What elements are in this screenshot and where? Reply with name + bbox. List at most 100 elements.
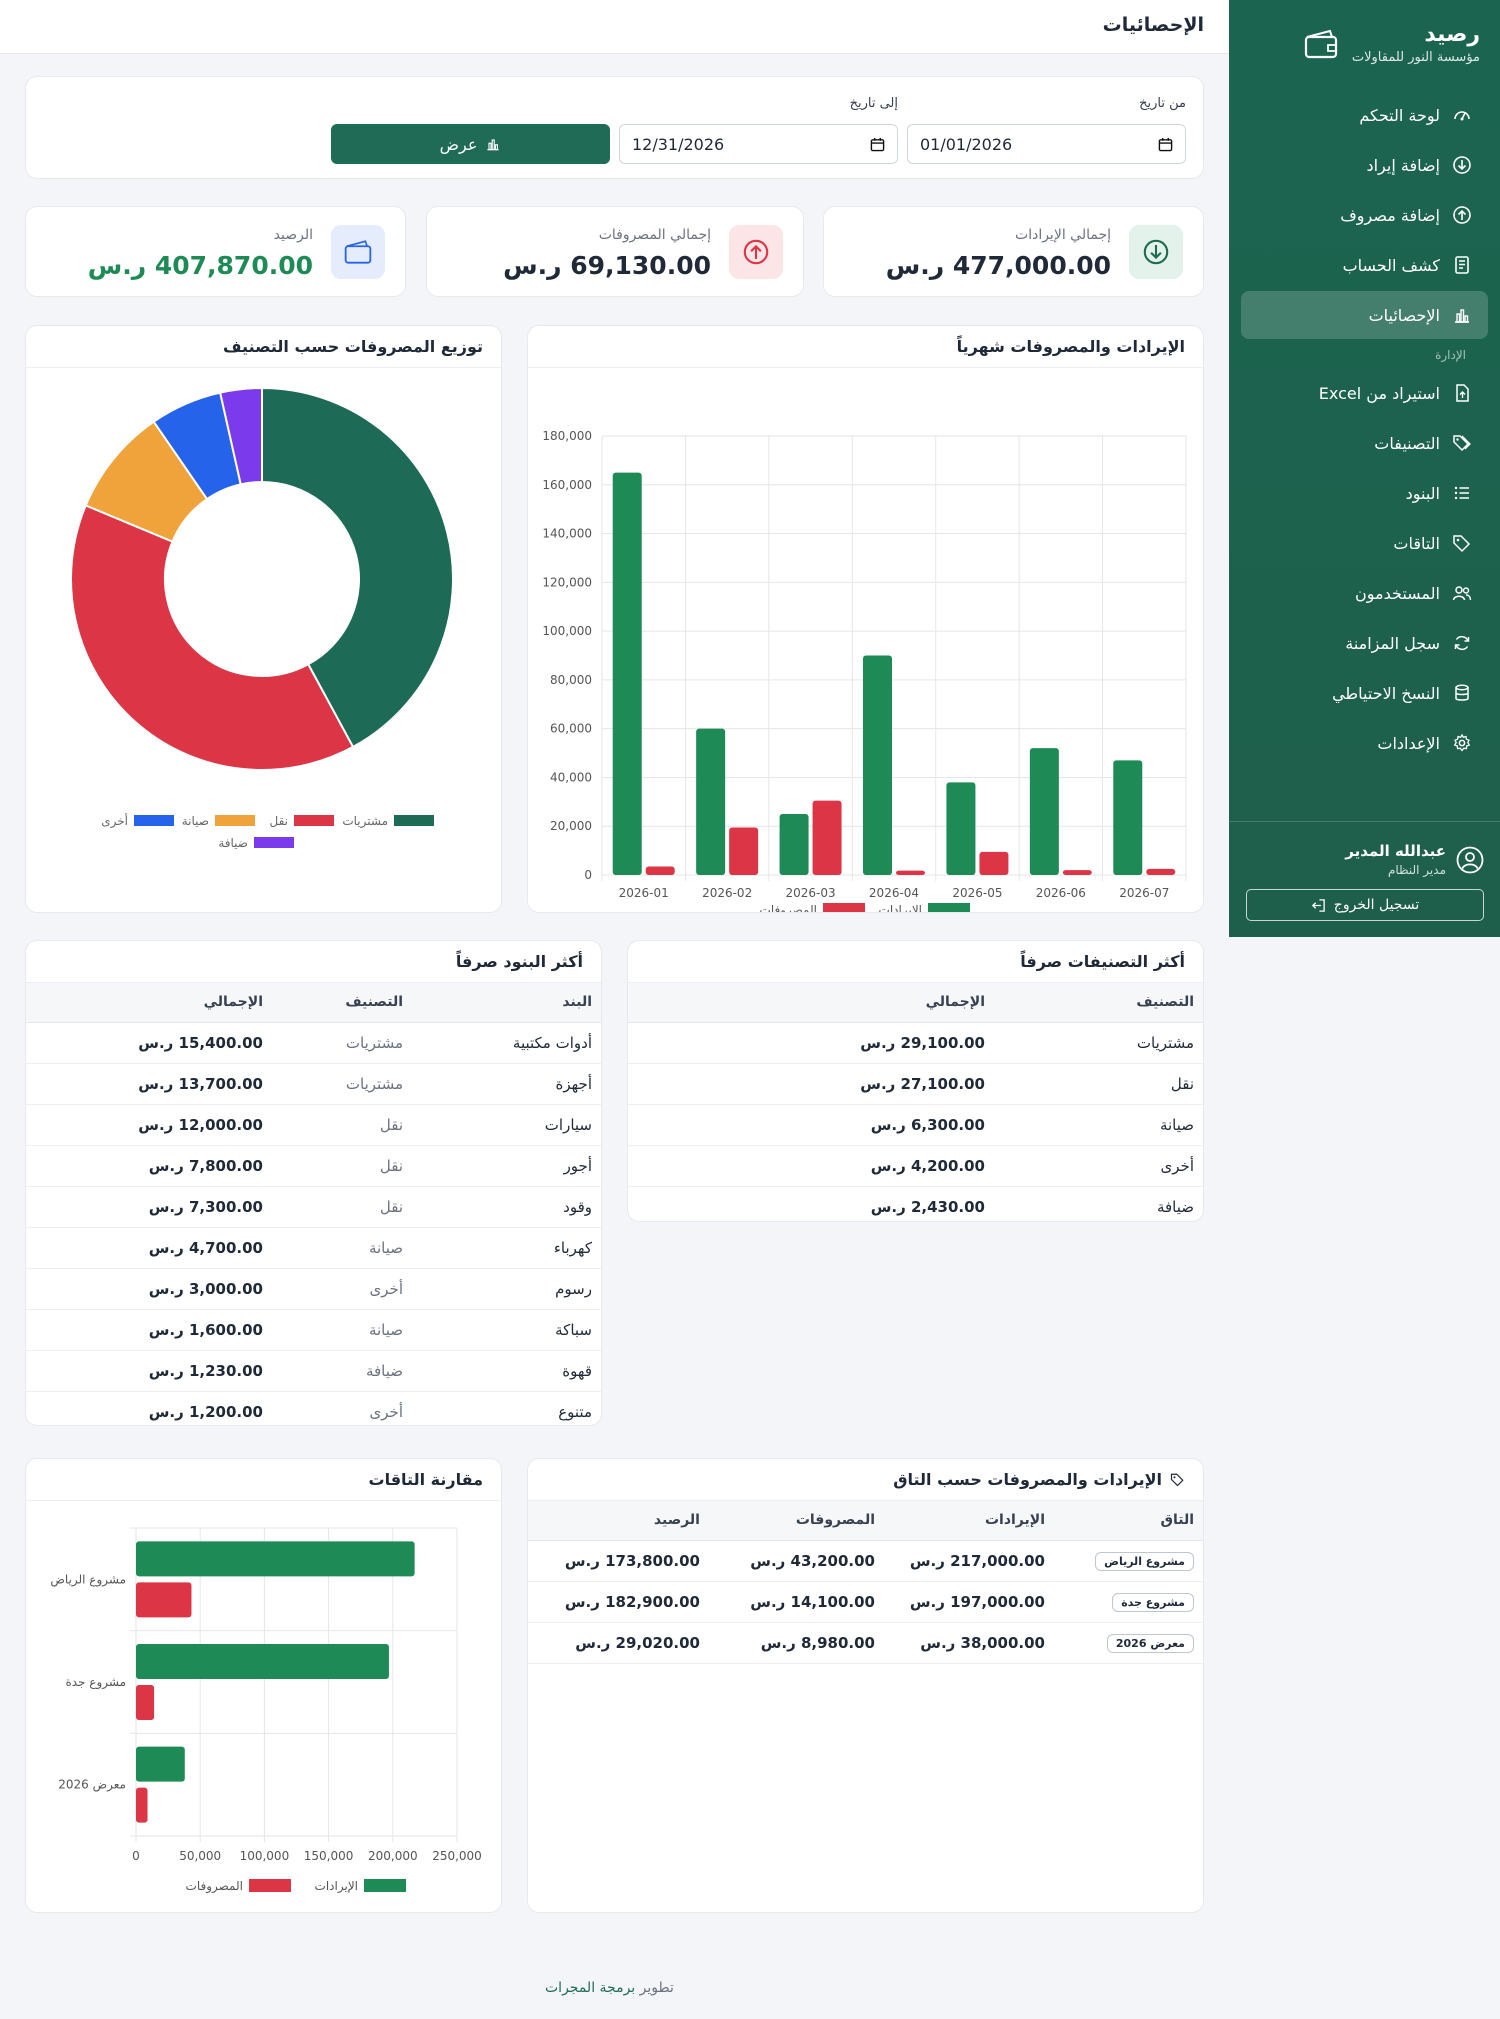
table-header-row: البند التصنيف الإجمالي	[26, 983, 601, 1023]
bar-expense	[1062, 870, 1092, 875]
tags-icon	[1453, 435, 1471, 452]
sidebar-item-tags[interactable]: التاقات	[1241, 519, 1488, 567]
sidebar-item-add-income[interactable]: إضافة إيراد	[1241, 141, 1488, 189]
tag-income-cell: 38,000.00 ر.س	[883, 1622, 1053, 1664]
from-date-input[interactable]: 01/01/2026	[907, 124, 1186, 164]
sidebar-item-sync-log[interactable]: سجل المزامنة	[1241, 619, 1488, 667]
item-total-cell: 3,000.00 ر.س	[26, 1268, 271, 1310]
item-name-cell: متنوع	[411, 1391, 601, 1425]
x-tick-label: 200,000	[368, 1849, 418, 1863]
balance-stat-icon	[331, 225, 385, 279]
y-tick-label: 120,000	[542, 575, 592, 589]
sidebar-item-categories[interactable]: التصنيفات	[1241, 419, 1488, 467]
to-date-input[interactable]: 12/31/2026	[619, 124, 898, 164]
sidebar-item-statistics[interactable]: الإحصائيات	[1241, 291, 1488, 339]
item-name-cell: سيارات	[411, 1104, 601, 1146]
item-category-cell: أخرى	[271, 1268, 411, 1310]
column-header: التصنيف	[993, 983, 1203, 1023]
category-name-cell: مشتريات	[993, 1022, 1203, 1064]
footer: تطوير برمجة المجرات	[545, 1980, 674, 1996]
column-header: الإيرادات	[883, 1501, 1053, 1541]
sidebar-item-label: التصنيفات	[1374, 433, 1440, 453]
sidebar-item-label: الإحصائيات	[1368, 305, 1440, 325]
sync-icon	[1454, 635, 1470, 651]
category-total-cell: 6,300.00 ر.س	[628, 1104, 993, 1146]
sidebar-item-settings[interactable]: الإعدادات	[1241, 719, 1488, 767]
legend-label: المصروفات	[186, 1879, 243, 1894]
x-tick-label: 2026-02	[702, 886, 752, 900]
bar-income	[779, 814, 809, 875]
sidebar-item-label: إضافة مصروف	[1340, 205, 1440, 225]
y-tick-label: مشروع الرياض	[50, 1572, 126, 1587]
table-row: كهرباء صيانة 4,700.00 ر.س	[26, 1227, 601, 1269]
legend-swatch	[394, 815, 434, 826]
balance-stat-card: الرصيد 407,870.00 ر.س	[25, 206, 406, 297]
bar-income	[1029, 748, 1059, 875]
item-total-cell: 12,000.00 ر.س	[26, 1104, 271, 1146]
x-tick-label: 2026-06	[1036, 886, 1086, 900]
category-total-cell: 27,100.00 ر.س	[628, 1063, 993, 1105]
arrow-up-circle-icon	[1453, 206, 1471, 224]
item-category-cell: نقل	[271, 1186, 411, 1228]
tag-balance-cell: 182,900.00 ر.س	[528, 1581, 708, 1623]
top-categories-body: مشتريات 29,100.00 ر.س نقل 27,100.00 ر.س صيان…	[628, 1022, 1203, 1221]
donut-slice	[70, 504, 355, 771]
to-date-label: إلى تاريخ	[849, 96, 898, 111]
table-row: أجور نقل 7,800.00 ر.س	[26, 1145, 601, 1187]
tag-expense-cell: 14,100.00 ر.س	[708, 1581, 883, 1623]
category-name-cell: صيانة	[993, 1104, 1203, 1146]
tag-expense-cell: 43,200.00 ر.س	[708, 1540, 883, 1582]
legend-label: الإيرادات	[879, 903, 922, 913]
y-tick-label: 60,000	[550, 722, 592, 736]
bar-expense	[1146, 868, 1176, 875]
item-name-cell: أدوات مكتبية	[411, 1022, 601, 1064]
x-tick-label: 2026-03	[786, 886, 836, 900]
item-total-cell: 7,300.00 ر.س	[26, 1186, 271, 1228]
sidebar-item-add-expense[interactable]: إضافة مصروف	[1241, 191, 1488, 239]
tag-balance-cell: 173,800.00 ر.س	[528, 1540, 708, 1582]
column-header: الإجمالي	[628, 983, 993, 1023]
column-header: المصروفات	[708, 1501, 883, 1541]
sidebar-item-import-excel[interactable]: استيراد من Excel	[1241, 369, 1488, 417]
column-header: البند	[411, 983, 601, 1023]
sidebar-item-statement[interactable]: كشف الحساب	[1241, 241, 1488, 289]
sidebar-item-users[interactable]: المستخدمون	[1241, 569, 1488, 617]
tag-cell: معرض 2026	[1053, 1622, 1203, 1664]
bar-income	[1113, 760, 1143, 875]
list-icon	[1454, 486, 1469, 500]
item-category-cell: نقل	[271, 1104, 411, 1146]
table-row: ضيافة 2,430.00 ر.س	[628, 1186, 1203, 1221]
category-total-cell: 29,100.00 ر.س	[628, 1022, 993, 1064]
table-row: سيارات نقل 12,000.00 ر.س	[26, 1104, 601, 1146]
calendar-icon	[1158, 137, 1173, 151]
legend-label: صيانة	[182, 814, 209, 828]
logout-button[interactable]: تسجيل الخروج	[1246, 889, 1484, 921]
wallet-icon	[344, 240, 372, 264]
item-total-cell: 15,400.00 ر.س	[26, 1022, 271, 1064]
brand-title: رصيد	[1424, 22, 1480, 47]
item-total-cell: 1,230.00 ر.س	[26, 1350, 271, 1392]
bar-income	[612, 472, 642, 875]
gear-icon	[1453, 733, 1471, 752]
item-name-cell: أجهزة	[411, 1063, 601, 1105]
sidebar-item-backup[interactable]: النسخ الاحتياطي	[1241, 669, 1488, 717]
show-button[interactable]: عرض	[331, 124, 610, 164]
x-tick-label: 0	[132, 1849, 140, 1863]
sidebar-item-items[interactable]: البنود	[1241, 469, 1488, 517]
bar-expense	[979, 851, 1009, 875]
calendar-icon	[870, 137, 885, 151]
bar-expense	[896, 870, 925, 875]
sidebar-item-label: البنود	[1405, 483, 1440, 503]
monthly-chart-card: الإيرادات والمصروفات شهرياً 0 20,000 40,00…	[527, 325, 1204, 913]
item-name-cell: وقود	[411, 1186, 601, 1228]
category-total-cell: 4,200.00 ر.س	[628, 1145, 993, 1187]
item-name-cell: سباكة	[411, 1309, 601, 1351]
category-donut-card: توزيع المصروفات حسب التصنيف مشتريات نقل صي…	[25, 325, 502, 913]
bar-income	[136, 1541, 415, 1577]
sidebar-item-dashboard[interactable]: لوحة التحكم	[1241, 91, 1488, 139]
category-donut-chart: مشتريات نقل صيانة أخرى ضيافة	[70, 386, 454, 850]
bar-expense	[812, 800, 842, 875]
column-header: التصنيف	[271, 983, 411, 1023]
from-date-label: من تاريخ	[1139, 96, 1186, 111]
footer-link[interactable]: برمجة المجرات	[545, 1980, 636, 1996]
